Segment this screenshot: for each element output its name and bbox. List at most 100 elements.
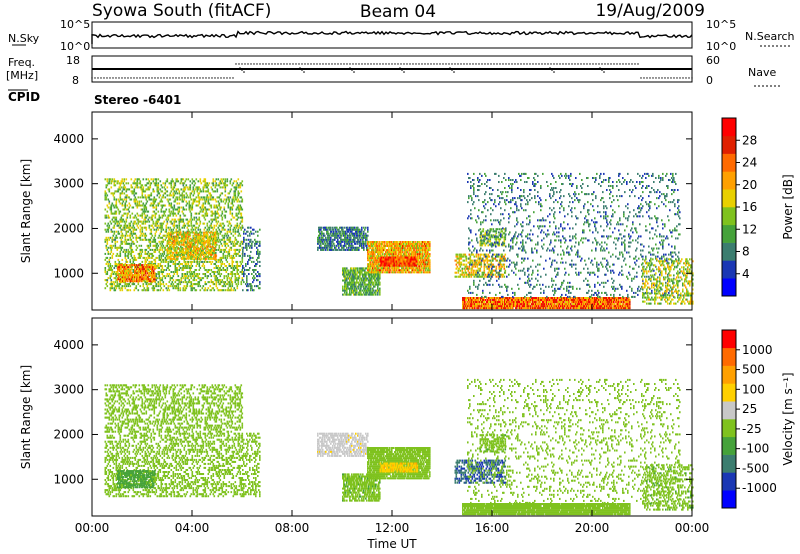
data-cell xyxy=(143,270,145,273)
data-cell xyxy=(153,196,156,199)
data-cell xyxy=(373,281,375,284)
data-cell xyxy=(126,276,128,279)
data-cell xyxy=(175,285,178,288)
data-cell xyxy=(329,240,331,243)
data-cell xyxy=(105,186,108,189)
data-cell xyxy=(148,283,151,286)
data-cell xyxy=(171,178,174,181)
data-cell xyxy=(178,253,180,256)
nave-dot xyxy=(298,63,300,65)
data-cell xyxy=(121,272,123,275)
data-cell xyxy=(231,184,234,187)
data-cell xyxy=(122,186,125,189)
data-cell xyxy=(360,234,362,237)
data-cell xyxy=(110,182,113,185)
data-cell xyxy=(140,220,143,223)
data-cell xyxy=(236,224,239,227)
data-cell xyxy=(209,241,211,244)
data-cell xyxy=(206,245,208,248)
nave-dot xyxy=(658,77,660,79)
data-cell xyxy=(174,239,176,242)
data-cell xyxy=(349,277,351,280)
data-cell xyxy=(354,248,356,251)
data-cell xyxy=(164,258,167,261)
data-cell xyxy=(215,248,218,251)
data-cell xyxy=(345,279,347,282)
data-cell xyxy=(107,216,110,219)
data-cell xyxy=(343,279,345,282)
data-cell xyxy=(183,253,185,256)
data-cell xyxy=(112,234,115,237)
data-cell xyxy=(143,206,146,209)
data-cell xyxy=(348,234,350,237)
data-cell xyxy=(361,283,363,286)
data-cell xyxy=(107,265,110,268)
data-cell xyxy=(191,243,193,246)
data-cell xyxy=(151,204,154,207)
data-cell xyxy=(360,230,362,233)
data-cell xyxy=(217,260,220,263)
data-cell xyxy=(149,204,152,207)
nave-dot xyxy=(283,63,285,65)
data-cell xyxy=(255,242,257,245)
data-cell xyxy=(239,216,242,219)
data-cell xyxy=(165,218,168,221)
data-cell xyxy=(140,188,143,191)
data-cell xyxy=(158,258,161,261)
data-cell xyxy=(172,228,175,231)
data-cell xyxy=(200,241,202,244)
data-cell xyxy=(136,202,139,205)
data-cell xyxy=(249,283,251,286)
data-cell xyxy=(347,238,349,241)
data-cell xyxy=(135,236,138,239)
data-cell xyxy=(199,247,201,250)
data-cell xyxy=(128,278,130,281)
data-cell xyxy=(150,194,153,197)
data-cell xyxy=(338,240,340,243)
data-cell xyxy=(176,269,179,272)
data-cell xyxy=(169,192,172,195)
data-cell xyxy=(375,279,377,282)
data-cell xyxy=(350,234,352,237)
data-cell xyxy=(127,238,130,241)
data-cell xyxy=(221,279,224,282)
data-cell xyxy=(166,222,169,225)
data-cell xyxy=(350,267,352,270)
data-cell xyxy=(109,208,112,211)
data-cell xyxy=(246,279,248,282)
data-cell xyxy=(351,285,353,288)
data-cell xyxy=(340,248,342,251)
data-cell xyxy=(223,250,226,253)
data-cell xyxy=(153,228,156,231)
data-cell xyxy=(112,252,115,255)
data-cell xyxy=(133,283,136,286)
data-cell xyxy=(321,236,323,239)
data-cell xyxy=(145,238,148,241)
data-cell xyxy=(188,257,190,260)
data-cell xyxy=(206,182,209,185)
data-cell xyxy=(346,285,348,288)
data-cell xyxy=(136,218,139,221)
data-cell xyxy=(188,208,191,211)
data-cell xyxy=(213,231,215,234)
data-cell xyxy=(128,226,131,229)
data-cell xyxy=(184,257,186,260)
data-cell xyxy=(235,265,238,268)
data-cell xyxy=(232,256,235,259)
data-cell xyxy=(377,287,379,290)
data-cell xyxy=(319,244,321,247)
data-cell xyxy=(119,196,122,199)
data-cell xyxy=(243,238,245,241)
data-cell xyxy=(350,269,352,272)
nave-dot xyxy=(148,77,150,79)
data-cell xyxy=(206,228,209,231)
data-cell xyxy=(240,228,243,231)
nave-dot xyxy=(433,63,435,65)
data-cell xyxy=(209,257,211,260)
data-cell xyxy=(135,264,137,267)
data-cell xyxy=(325,244,327,247)
data-cell xyxy=(247,260,249,263)
data-cell xyxy=(222,267,225,270)
nave-dot xyxy=(142,77,144,79)
data-cell xyxy=(224,254,227,257)
